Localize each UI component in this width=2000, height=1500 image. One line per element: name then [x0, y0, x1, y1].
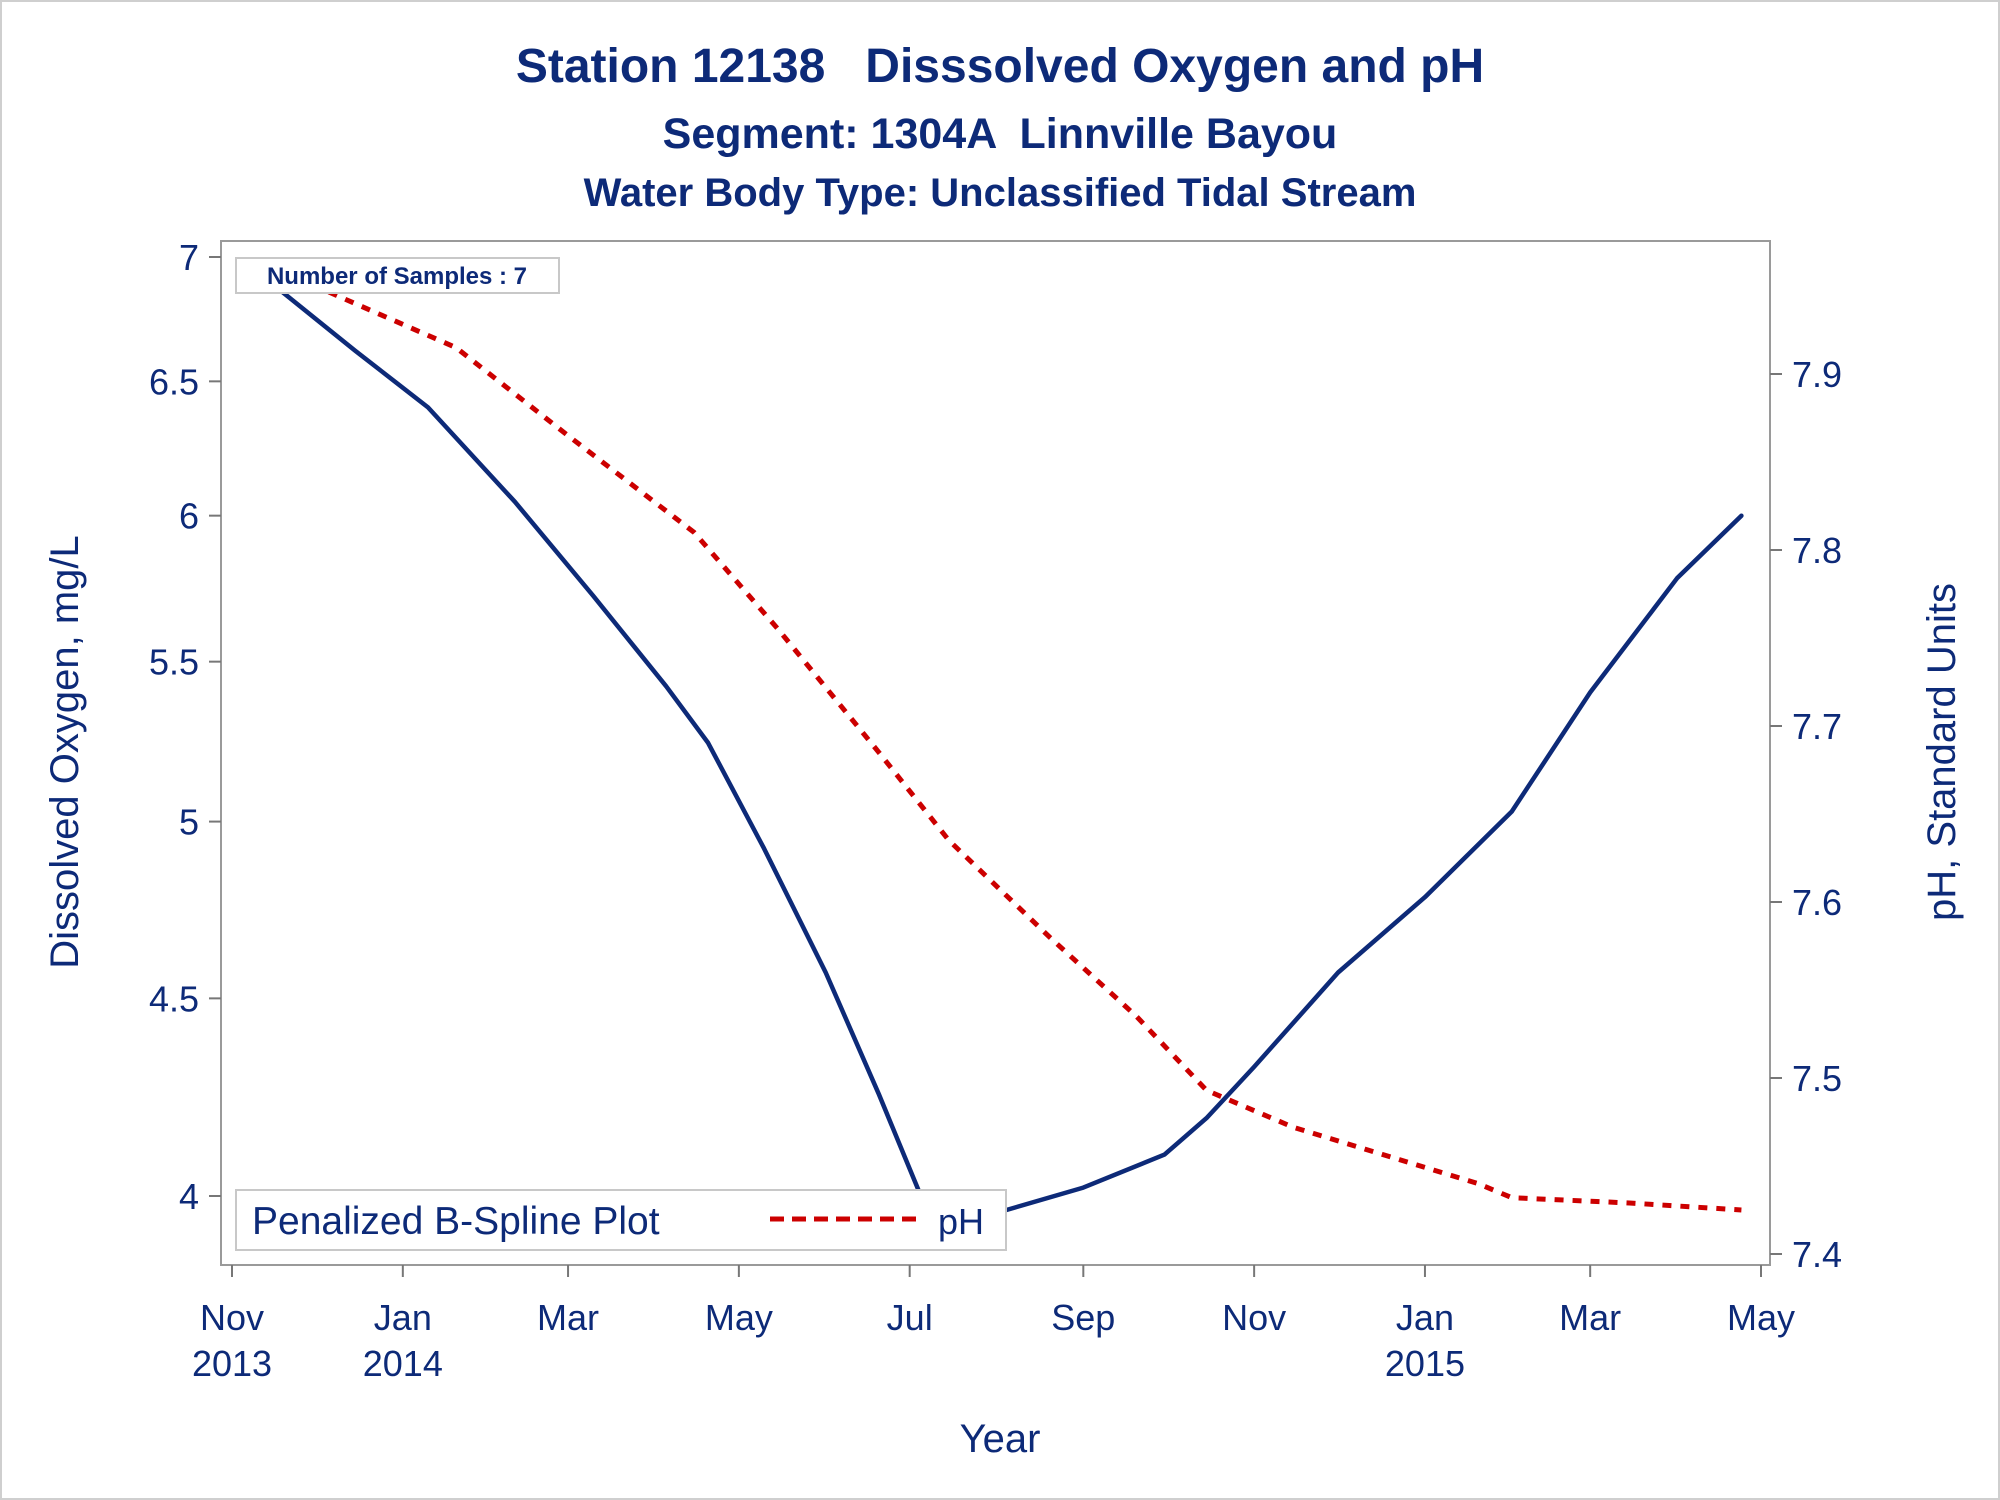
chart-title: Station 12138 Disssolved Oxygen and pH: [516, 40, 1484, 93]
x-tick-label-month: Sep: [1051, 1297, 1115, 1338]
right-tick-label: 7.5: [1792, 1058, 1842, 1099]
series-group: [260, 260, 1744, 1237]
x-tick-label-month: Nov: [1222, 1297, 1286, 1338]
left-tick-label: 5: [179, 802, 199, 843]
ph-line: [261, 260, 1742, 1213]
left-axis: 4 4.5 5 5.5 6 6.5 7: [149, 237, 221, 1217]
left-tick-label: 6: [179, 496, 199, 537]
x-tick-label-month: Jan: [374, 1297, 432, 1338]
x-tick-label-year: 2015: [1385, 1343, 1465, 1384]
right-axis-label: pH, Standard Units: [1920, 583, 1964, 921]
legend-box: [235, 1189, 1007, 1251]
right-tick-label: 7.6: [1792, 882, 1842, 923]
right-tick-label: 7.7: [1792, 706, 1842, 747]
legend-entry-ph: pH: [938, 1201, 984, 1242]
x-tick-label-year: 2014: [363, 1343, 443, 1384]
left-tick-label: 4: [179, 1176, 199, 1217]
dissolved-oxygen-line: [260, 274, 1744, 1237]
x-axis: Nov 2013 Jan 2014 Mar May Jul Sep Nov Jan 2015 Mar M…: [192, 1265, 1795, 1384]
x-tick-label-year: 2013: [192, 1343, 272, 1384]
sample-count-box: [235, 257, 560, 294]
x-tick-label-month: Mar: [537, 1297, 599, 1338]
left-tick-label: 5.5: [149, 642, 199, 683]
x-tick-label-month: Nov: [200, 1297, 264, 1338]
chart-subtitle: Segment: 1304A Linnville Bayou: [663, 110, 1338, 158]
right-axis: 7.4 7.5 7.6 7.7 7.8 7.9: [1770, 354, 1842, 1275]
x-axis-label: Year: [960, 1417, 1041, 1461]
left-tick-label: 7: [179, 237, 199, 278]
x-tick-label-month: May: [1727, 1297, 1795, 1338]
left-axis-label: Dissolved Oxygen, mg/L: [43, 535, 87, 969]
x-tick-label-month: May: [705, 1297, 773, 1338]
x-tick-label-month: Jan: [1396, 1297, 1454, 1338]
left-tick-label: 6.5: [149, 361, 199, 402]
x-tick-label-month: Mar: [1559, 1297, 1621, 1338]
right-tick-label: 7.4: [1792, 1234, 1842, 1275]
right-tick-label: 7.9: [1792, 354, 1842, 395]
left-tick-label: 4.5: [149, 978, 199, 1019]
legend-title: Penalized B-Spline Plot: [252, 1200, 660, 1243]
sample-count-label: Number of Samples : 7: [267, 263, 527, 290]
right-tick-label: 7.8: [1792, 530, 1842, 571]
x-tick-label-month: Jul: [887, 1297, 933, 1338]
chart-subtitle-2: Water Body Type: Unclassified Tidal Stre…: [584, 171, 1417, 215]
plot-area: [220, 240, 1771, 1266]
